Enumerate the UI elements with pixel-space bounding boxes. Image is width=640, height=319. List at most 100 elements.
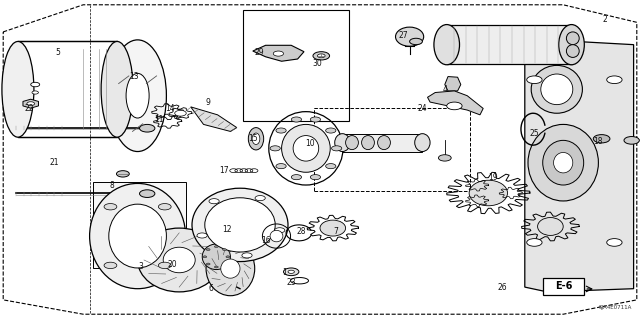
Ellipse shape: [248, 128, 264, 150]
Ellipse shape: [538, 218, 563, 235]
Text: 16: 16: [260, 236, 271, 245]
Circle shape: [116, 171, 129, 177]
Ellipse shape: [396, 27, 424, 46]
Circle shape: [288, 270, 294, 273]
Text: 21: 21: [50, 158, 59, 167]
Circle shape: [209, 199, 220, 204]
Ellipse shape: [192, 188, 288, 262]
Ellipse shape: [528, 124, 598, 201]
Circle shape: [310, 174, 321, 180]
Ellipse shape: [320, 220, 346, 236]
Ellipse shape: [202, 244, 230, 270]
Ellipse shape: [415, 134, 430, 152]
Text: 27: 27: [398, 31, 408, 40]
Ellipse shape: [163, 247, 195, 273]
Circle shape: [32, 91, 38, 94]
Text: 8: 8: [109, 181, 115, 189]
Ellipse shape: [221, 259, 240, 278]
Circle shape: [197, 233, 207, 238]
Circle shape: [275, 228, 285, 233]
Ellipse shape: [282, 124, 330, 172]
Circle shape: [140, 124, 155, 132]
Circle shape: [291, 117, 301, 122]
Polygon shape: [253, 45, 304, 61]
Text: 26: 26: [497, 283, 508, 292]
Circle shape: [593, 135, 610, 143]
Circle shape: [607, 76, 622, 84]
Circle shape: [158, 262, 171, 269]
Text: 7: 7: [333, 227, 339, 236]
Ellipse shape: [346, 136, 358, 150]
Circle shape: [291, 174, 301, 180]
Polygon shape: [191, 107, 237, 131]
Text: 1: 1: [282, 268, 287, 277]
Circle shape: [104, 262, 117, 269]
Circle shape: [284, 268, 299, 276]
Text: 4: 4: [442, 85, 447, 94]
Circle shape: [27, 102, 35, 106]
Circle shape: [203, 256, 207, 258]
Ellipse shape: [293, 136, 319, 161]
Ellipse shape: [554, 152, 573, 173]
Circle shape: [527, 76, 542, 84]
Circle shape: [438, 155, 451, 161]
Ellipse shape: [566, 32, 579, 45]
Circle shape: [317, 54, 325, 58]
Bar: [93, 182, 186, 268]
Circle shape: [326, 164, 336, 169]
Ellipse shape: [541, 74, 573, 105]
Circle shape: [527, 239, 542, 246]
Text: 24: 24: [417, 104, 428, 113]
Polygon shape: [428, 91, 483, 115]
Ellipse shape: [101, 41, 133, 137]
Text: 20: 20: [168, 260, 178, 269]
Ellipse shape: [335, 134, 350, 152]
Ellipse shape: [378, 136, 390, 150]
Ellipse shape: [126, 73, 149, 118]
Polygon shape: [445, 77, 461, 91]
Text: 15: 15: [248, 134, 258, 143]
Circle shape: [332, 146, 342, 151]
Circle shape: [326, 128, 336, 133]
Text: 25: 25: [529, 130, 540, 138]
Text: 19: 19: [488, 173, 498, 182]
Text: 22: 22: [25, 104, 34, 113]
Polygon shape: [525, 40, 634, 292]
Text: 23: 23: [286, 278, 296, 287]
Ellipse shape: [559, 25, 584, 65]
Text: 5: 5: [55, 48, 60, 57]
Ellipse shape: [2, 41, 34, 137]
Circle shape: [104, 204, 117, 210]
Circle shape: [410, 38, 422, 45]
Text: 9: 9: [205, 98, 211, 107]
Text: 28: 28: [296, 227, 305, 236]
Circle shape: [223, 263, 227, 265]
Ellipse shape: [270, 230, 283, 242]
Circle shape: [223, 249, 227, 250]
Text: 6: 6: [209, 284, 214, 293]
Ellipse shape: [205, 198, 275, 252]
Circle shape: [242, 253, 252, 258]
Text: 29: 29: [254, 48, 264, 57]
Circle shape: [31, 82, 40, 87]
Text: SJA4E0711A: SJA4E0711A: [599, 305, 632, 310]
Circle shape: [607, 239, 622, 246]
Ellipse shape: [90, 183, 186, 289]
Ellipse shape: [138, 228, 221, 292]
Circle shape: [214, 266, 218, 268]
Circle shape: [158, 204, 171, 210]
Circle shape: [310, 117, 321, 122]
Bar: [18, 41, 117, 137]
Circle shape: [270, 146, 280, 151]
Text: E-6: E-6: [555, 281, 572, 291]
Circle shape: [276, 128, 286, 133]
Ellipse shape: [109, 40, 166, 152]
Bar: [447, 25, 572, 64]
Circle shape: [447, 102, 462, 110]
Ellipse shape: [566, 45, 579, 57]
Ellipse shape: [109, 204, 166, 268]
Bar: [342, 134, 422, 152]
Circle shape: [140, 190, 155, 197]
Text: 3: 3: [138, 262, 143, 271]
Ellipse shape: [175, 110, 186, 116]
